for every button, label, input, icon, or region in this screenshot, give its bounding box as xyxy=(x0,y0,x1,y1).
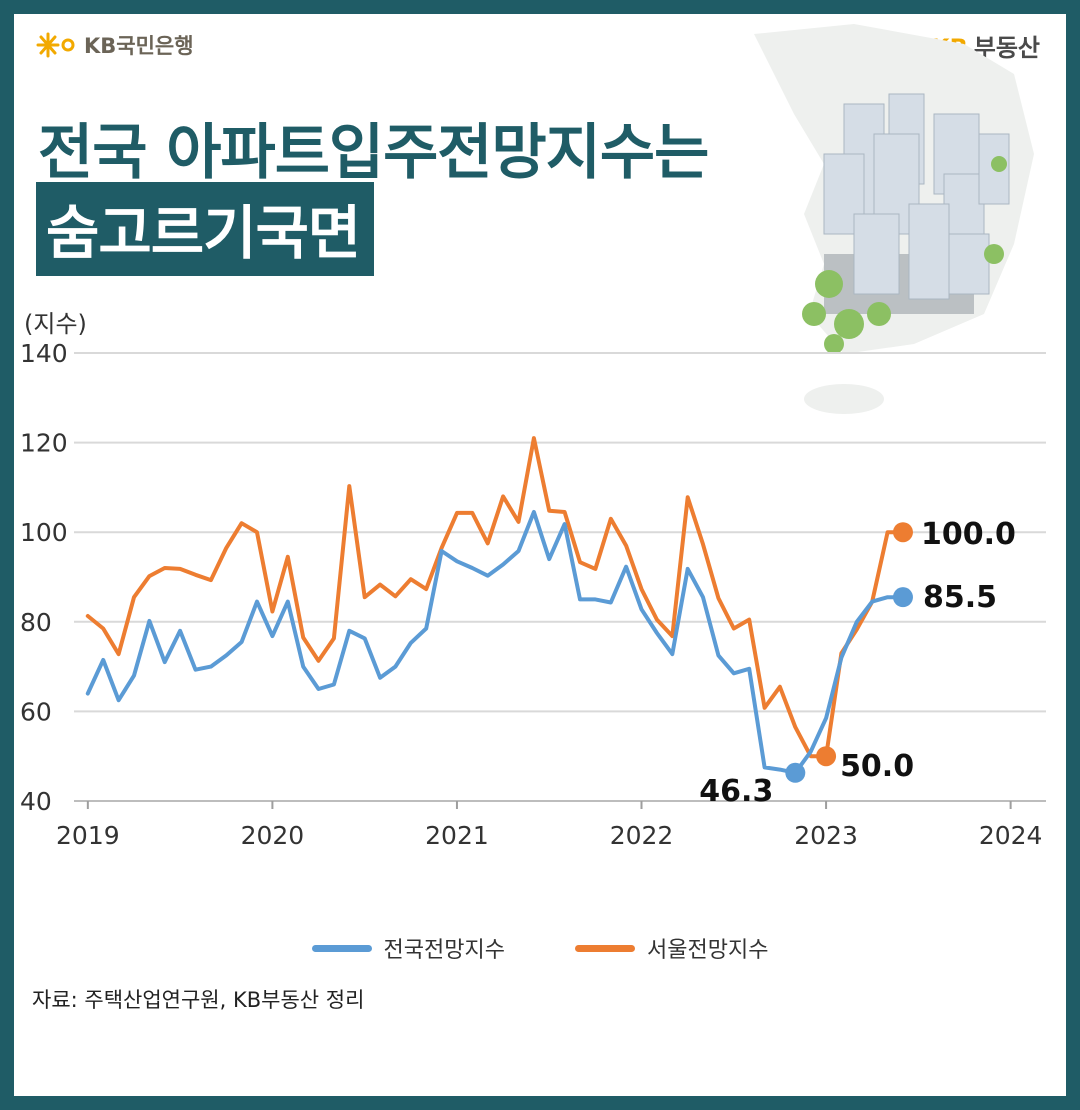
legend-label-national: 전국전망지수 xyxy=(383,938,505,963)
legend-swatch-seoul xyxy=(575,944,635,952)
legend-label-seoul: 서울전망지수 xyxy=(647,938,769,963)
annotation-label: 50.0 xyxy=(840,749,914,784)
annotation-dot xyxy=(816,746,837,767)
annotation-label: 85.5 xyxy=(923,580,997,615)
y-axis-unit-label: (지수) xyxy=(24,310,87,338)
kb-star-icon xyxy=(36,32,75,58)
x-tick-label: 2021 xyxy=(425,821,489,850)
annotation-label: 100.0 xyxy=(921,517,1016,552)
y-tick-label: 120 xyxy=(20,429,68,458)
annotation-dot xyxy=(892,522,913,543)
source-note: 자료: 주택산업연구원, KB부동산 정리 xyxy=(32,988,365,1012)
y-tick-label: 100 xyxy=(20,518,68,547)
annotation-dot xyxy=(892,587,913,608)
annotation-label: 46.3 xyxy=(699,774,773,809)
series-line-national xyxy=(85,510,905,775)
x-tick-label: 2024 xyxy=(979,821,1043,850)
kb-kookmin-logo: KB국민은행 xyxy=(36,30,194,60)
x-tick-label: 2022 xyxy=(610,821,674,850)
y-tick-label: 60 xyxy=(20,697,52,726)
series-line-seoul xyxy=(85,436,905,759)
chart-legend: 전국전망지수 서울전망지수 xyxy=(14,932,1066,964)
y-tick-label: 140 xyxy=(20,339,68,368)
legend-item-national: 전국전망지수 xyxy=(311,932,505,964)
x-tick-label: 2023 xyxy=(794,821,858,850)
brand-left-text: KB국민은행 xyxy=(84,34,194,58)
legend-swatch-national xyxy=(311,944,372,952)
city-map-illustration xyxy=(754,24,1034,414)
y-tick-label: 80 xyxy=(20,608,52,637)
x-tick-label: 2019 xyxy=(56,821,120,850)
line-chart: 40 60 80 100 120 140 2019 2020 2021 2022 2023 2024 4… xyxy=(20,339,1046,850)
title-line-1: 전국 아파트입주전망지수는 xyxy=(38,118,709,188)
legend-item-seoul: 서울전망지수 xyxy=(575,932,768,964)
y-tick-label: 40 xyxy=(20,787,52,816)
x-tick-label: 2020 xyxy=(241,821,305,850)
annotation-dot xyxy=(785,762,806,783)
title-line-2: 숨고르기국면 xyxy=(36,182,375,276)
